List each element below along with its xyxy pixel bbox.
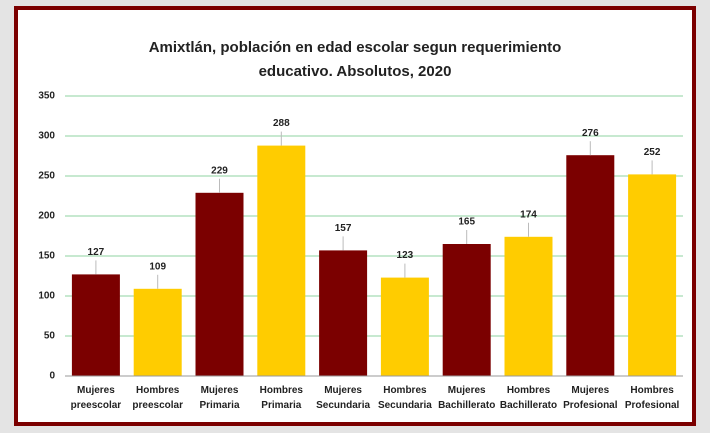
- x-tick-label-line: Mujeres: [571, 385, 609, 396]
- data-label: 123: [397, 250, 414, 261]
- x-tick-label-line: Hombres: [136, 385, 180, 396]
- x-tick-label-line: Mujeres: [77, 385, 115, 396]
- x-tick-label-line: Secundaria: [316, 400, 370, 411]
- x-tick-label: Hombres Profesional: [625, 385, 680, 411]
- chart-title: Amixtlán, población en edad escolar segu…: [149, 39, 562, 56]
- x-tick-label-line: Mujeres: [448, 385, 486, 396]
- bar: [133, 288, 182, 376]
- data-label: 157: [335, 223, 352, 234]
- data-label: 276: [582, 128, 599, 139]
- x-tick-label-line: Hombres: [383, 385, 427, 396]
- chart-title: educativo. Absolutos, 2020: [259, 63, 452, 80]
- x-tick-label-line: Hombres: [260, 385, 304, 396]
- x-tick-label: Hombres Secundaria: [378, 385, 432, 411]
- bar: [566, 155, 615, 376]
- x-tick-label-line: Profesional: [563, 400, 618, 411]
- x-tick-label: Mujeres Profesional: [563, 385, 618, 411]
- x-tick-label-line: Profesional: [625, 400, 680, 411]
- x-tick-label-line: Primaria: [261, 400, 301, 411]
- y-tick-label: 0: [49, 371, 55, 382]
- x-tick-label-line: preescolar: [71, 400, 122, 411]
- bar: [504, 236, 553, 376]
- data-label: 174: [520, 209, 537, 220]
- bar: [442, 244, 491, 376]
- x-tick-label-line: preescolar: [132, 400, 183, 411]
- y-tick-label: 350: [38, 91, 55, 102]
- x-tick-label-line: Hombres: [507, 385, 551, 396]
- x-tick-label-line: Hombres: [630, 385, 674, 396]
- x-tick-label: Hombres Bachillerato: [500, 385, 557, 411]
- data-label: 229: [211, 165, 228, 176]
- data-label: 165: [458, 217, 475, 228]
- x-tick-label-line: Bachillerato: [500, 400, 557, 411]
- data-label: 288: [273, 118, 290, 129]
- data-label: 127: [88, 247, 105, 258]
- x-tick-label-line: Bachillerato: [438, 400, 495, 411]
- y-tick-label: 300: [38, 131, 55, 142]
- x-tick-label: Mujeres preescolar: [71, 385, 122, 411]
- x-tick-label-line: Primaria: [199, 400, 239, 411]
- x-tick-label-line: Mujeres: [201, 385, 239, 396]
- x-tick-label: Mujeres Bachillerato: [438, 385, 495, 411]
- bar: [319, 250, 368, 376]
- y-tick-label: 50: [44, 331, 56, 342]
- data-label: 252: [644, 147, 661, 158]
- x-tick-label: Hombres preescolar: [132, 385, 183, 411]
- bar: [628, 174, 677, 376]
- x-tick-label: Mujeres Primaria: [199, 385, 239, 411]
- data-label: 109: [149, 261, 166, 272]
- bar: [71, 274, 120, 376]
- y-tick-label: 100: [38, 291, 55, 302]
- x-tick-label: Mujeres Secundaria: [316, 385, 370, 411]
- y-tick-label: 250: [38, 171, 55, 182]
- x-tick-label-line: Secundaria: [378, 400, 432, 411]
- bar: [195, 192, 244, 376]
- x-tick-label-line: Mujeres: [324, 385, 362, 396]
- y-tick-label: 200: [38, 211, 55, 222]
- bar: [257, 145, 306, 376]
- x-tick-label: Hombres Primaria: [260, 385, 304, 411]
- y-tick-label: 150: [38, 251, 55, 262]
- bar: [380, 277, 429, 376]
